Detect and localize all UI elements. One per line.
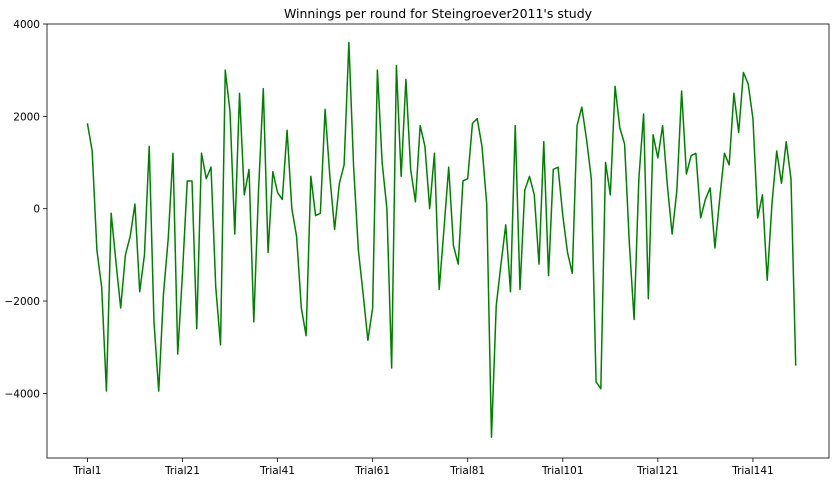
x-tick-label: Trial121 xyxy=(636,465,679,477)
x-tick-label: Trial1 xyxy=(72,465,101,477)
x-tick-label: Trial61 xyxy=(354,465,390,477)
chart-title: Winnings per round for Steingroever2011'… xyxy=(284,6,593,21)
y-axis: −4000 −2000 0 2000 4000 xyxy=(4,19,47,400)
x-tick-label: Trial21 xyxy=(164,465,200,477)
y-tick-label: 2000 xyxy=(13,111,40,123)
y-tick-label: 4000 xyxy=(13,19,40,31)
x-tick-label: Trial41 xyxy=(259,465,295,477)
series-layer xyxy=(86,41,797,438)
x-tick-label: Trial101 xyxy=(541,465,584,477)
y-tick-label: −4000 xyxy=(4,388,40,400)
y-tick-label: −2000 xyxy=(4,296,40,308)
x-tick-label: Trial141 xyxy=(731,465,774,477)
plot-area-frame xyxy=(46,23,830,459)
x-tick-label: Trial81 xyxy=(449,465,485,477)
y-tick-label: 0 xyxy=(33,204,40,216)
x-axis: Trial1 Trial21 Trial41 Trial61 Trial81 Trial1… xyxy=(72,458,774,477)
series-line-1 xyxy=(86,41,797,438)
